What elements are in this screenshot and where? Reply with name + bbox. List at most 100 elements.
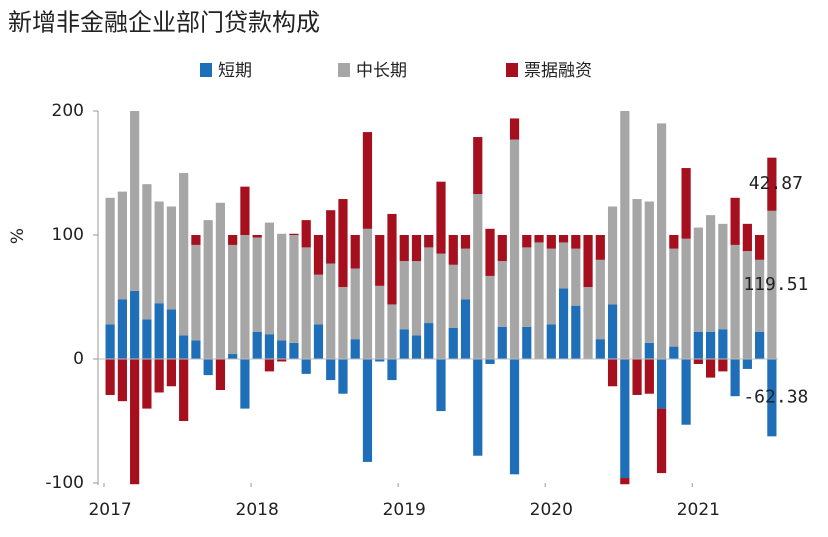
bar-segment bbox=[448, 328, 458, 359]
bar-segment bbox=[522, 235, 532, 248]
bar-segment bbox=[130, 359, 140, 485]
bar-segment bbox=[166, 309, 176, 359]
bar-segment bbox=[277, 340, 287, 359]
bar-segment bbox=[424, 247, 434, 324]
bar-segment bbox=[203, 220, 213, 359]
bar-segment bbox=[375, 235, 385, 286]
bar-segment bbox=[583, 235, 593, 288]
bar-segment bbox=[558, 242, 569, 289]
bar-segment bbox=[522, 326, 532, 359]
y-tick-label: -100 bbox=[45, 473, 84, 493]
bar-segment bbox=[669, 248, 679, 347]
bar-segment bbox=[142, 319, 152, 359]
bar-segment bbox=[509, 359, 520, 475]
bar-segment bbox=[742, 223, 752, 252]
bar-segment bbox=[387, 359, 397, 381]
bar-segment bbox=[607, 304, 618, 359]
bar-segment bbox=[767, 210, 777, 359]
bar-segment bbox=[595, 339, 605, 359]
bar-segment bbox=[767, 359, 777, 437]
bar-segment bbox=[497, 261, 507, 327]
bar-segment bbox=[571, 248, 581, 306]
bar-segment bbox=[485, 228, 495, 276]
bar-segment bbox=[436, 253, 446, 359]
bar-segment bbox=[338, 199, 348, 288]
bar-segment bbox=[473, 359, 483, 456]
bar-segment bbox=[375, 359, 385, 362]
bar-segment bbox=[289, 342, 299, 359]
bar-segment bbox=[215, 359, 226, 390]
bar-segment bbox=[166, 206, 176, 310]
bar-segment bbox=[522, 247, 532, 327]
bar-segment bbox=[142, 359, 152, 409]
bar-segment bbox=[179, 359, 189, 421]
bar-segment bbox=[166, 359, 176, 387]
bar-segment bbox=[411, 335, 422, 359]
bar-segment bbox=[277, 233, 287, 341]
bar-segment bbox=[583, 287, 593, 359]
bar-segment bbox=[424, 323, 434, 359]
x-tick-label: 2018 bbox=[236, 500, 279, 520]
bar-segment bbox=[362, 132, 373, 229]
bar-segment bbox=[387, 213, 397, 305]
bar-segment bbox=[399, 235, 409, 262]
bar-segment bbox=[755, 331, 765, 359]
bar-segment bbox=[546, 235, 556, 249]
bar-segment bbox=[742, 359, 752, 369]
bar-segment bbox=[473, 194, 483, 359]
bar-segment bbox=[693, 227, 703, 332]
bar-segment bbox=[436, 181, 446, 254]
bar-segment bbox=[252, 331, 262, 359]
bar-segment bbox=[595, 235, 605, 260]
bar-segment bbox=[620, 111, 630, 359]
bar-segment bbox=[460, 299, 471, 359]
bar-segment bbox=[338, 287, 348, 359]
bar-segment bbox=[130, 290, 140, 359]
bar-segment bbox=[301, 359, 311, 374]
bar-segment bbox=[228, 235, 238, 245]
bar-segment bbox=[742, 251, 752, 359]
bar-segment bbox=[632, 199, 642, 359]
bar-segment bbox=[264, 334, 275, 359]
bar-segment bbox=[350, 235, 360, 269]
bar-segment bbox=[571, 305, 581, 359]
bar-segment bbox=[313, 274, 324, 325]
value-label: 119.51 bbox=[743, 274, 808, 295]
bar-segment bbox=[730, 359, 740, 397]
bar-segment bbox=[558, 235, 569, 243]
bar-segment bbox=[350, 339, 360, 359]
bar-segment bbox=[485, 359, 495, 364]
bar-segment bbox=[179, 335, 189, 359]
legend-swatch bbox=[338, 63, 350, 77]
bar-segment bbox=[718, 329, 728, 359]
bar-segment bbox=[497, 235, 507, 262]
value-label: -62.38 bbox=[743, 387, 808, 408]
bar-segment bbox=[534, 242, 544, 359]
bar-segment bbox=[154, 303, 164, 359]
x-tick-label: 2020 bbox=[530, 500, 573, 520]
bar-segment bbox=[607, 359, 618, 387]
bar-segment bbox=[681, 359, 691, 425]
bar-segment bbox=[509, 118, 520, 140]
bar-segment bbox=[326, 263, 336, 359]
bar-segment bbox=[632, 359, 642, 395]
legend-label: 短期 bbox=[218, 61, 252, 81]
bar-segment bbox=[313, 235, 324, 275]
x-tick-label: 2021 bbox=[677, 500, 720, 520]
bar-segment bbox=[718, 223, 728, 330]
chart-title: 新增非金融企业部门贷款构成 bbox=[8, 9, 320, 37]
bar-segment bbox=[240, 186, 250, 235]
bar-segment bbox=[681, 168, 691, 239]
bar-segment bbox=[191, 235, 201, 245]
bar-segment bbox=[607, 206, 618, 305]
bar-segment bbox=[718, 359, 728, 372]
bar-segment bbox=[375, 285, 385, 359]
bar-segment bbox=[117, 359, 127, 402]
bar-segment bbox=[730, 244, 740, 359]
bar-segment bbox=[448, 264, 458, 328]
bar-segment bbox=[105, 359, 115, 395]
bar-segment bbox=[350, 268, 360, 340]
bar-segment bbox=[755, 235, 765, 260]
bar-segment bbox=[767, 157, 777, 211]
bar-segment bbox=[620, 359, 630, 479]
